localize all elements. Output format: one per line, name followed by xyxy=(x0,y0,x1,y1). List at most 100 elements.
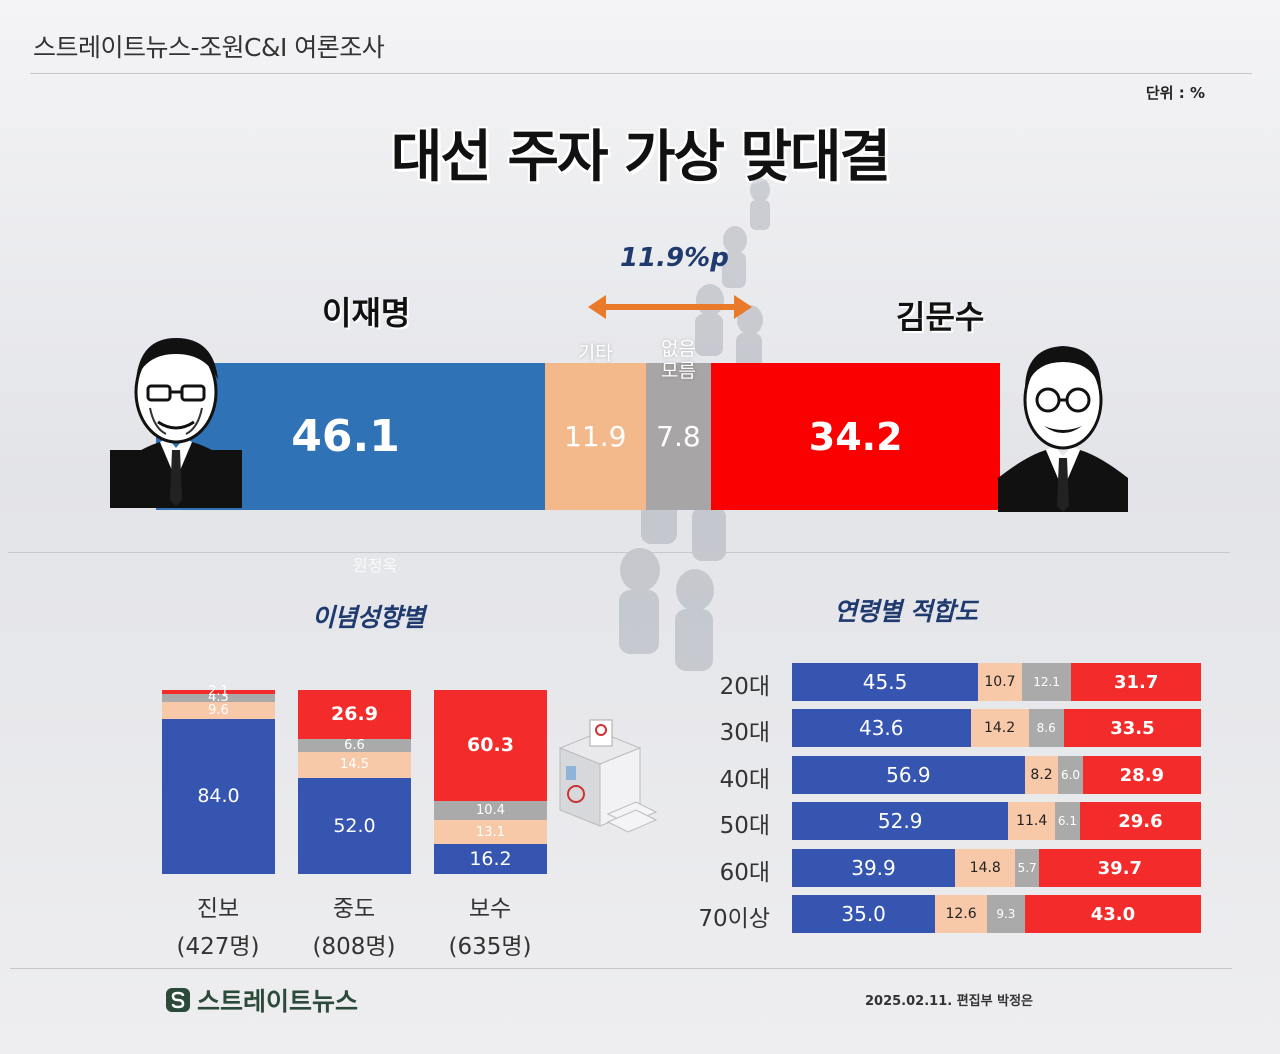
ideology-bar-lee: 16.2 xyxy=(434,844,547,874)
age-bar-other: 14.8 xyxy=(955,849,1016,887)
ideology-bar-label: 6.6 xyxy=(344,738,365,754)
ideology-category-name: 진보 xyxy=(196,896,240,922)
age-category-label: 60대 xyxy=(719,860,770,886)
ideology-bar-other: 13.1 xyxy=(434,820,547,845)
ideology-column-2: 52.0 14.5 6.6 26.9 xyxy=(298,690,411,874)
main-bar-unknown-label: 없음 모름 xyxy=(660,338,696,382)
ideology-bar-label: 26.9 xyxy=(331,703,378,726)
age-bar-other: 10.7 xyxy=(978,663,1022,701)
ideology-bar-lee: 84.0 xyxy=(162,719,275,874)
ideology-sample-size: (427명) xyxy=(176,934,260,960)
footer-logo: 스트레이트뉴스 xyxy=(165,982,358,1018)
age-bar-unknown: 12.1 xyxy=(1021,663,1072,701)
age-bar-label: 6.0 xyxy=(1060,768,1081,782)
age-bar-kim: 33.5 xyxy=(1063,709,1201,747)
age-bar-label: 10.7 xyxy=(984,674,1016,690)
age-bar-label: 31.7 xyxy=(1113,671,1159,693)
age-bar-label: 5.7 xyxy=(1017,861,1037,875)
age-bar-other: 8.2 xyxy=(1024,756,1059,794)
header-title: 스트레이트뉴스-조원C&I 여론조사 xyxy=(33,33,385,62)
age-bar-unknown: 9.3 xyxy=(986,895,1025,933)
ideology-bar-label: 10.4 xyxy=(476,803,505,818)
header-divider xyxy=(30,73,1252,74)
age-bar-label: 8.6 xyxy=(1036,721,1056,735)
age-bar-lee: 52.9 xyxy=(792,802,1009,840)
ideology-category-name: 중도 xyxy=(332,896,376,922)
ideology-bar-kim: 26.9 xyxy=(298,690,411,740)
ideology-column-3: 16.2 13.1 10.4 60.3 xyxy=(434,690,547,874)
age-chart-title: 연령별 적합도 xyxy=(834,597,978,626)
age-row: 56.9 8.2 6.0 28.9 xyxy=(792,756,1201,794)
ideology-bar-lee: 52.0 xyxy=(298,778,411,874)
age-bar-unknown: 6.1 xyxy=(1054,802,1080,840)
age-row: 35.0 12.6 9.3 43.0 xyxy=(792,895,1201,933)
ideology-bar-label: 13.1 xyxy=(476,824,505,840)
portrait-kim-icon xyxy=(998,346,1128,512)
age-bar-label: 43.0 xyxy=(1090,903,1136,925)
logo-text: 스트레이트뉴스 xyxy=(197,987,359,1016)
main-bar-other-label: 기타 xyxy=(577,342,613,364)
footer-credit: 2025.02.11. 편집부 박정은 xyxy=(865,994,1033,1009)
age-bar-label: 12.6 xyxy=(945,906,977,922)
age-bar-unknown: 6.0 xyxy=(1058,756,1083,794)
gap-label: 11.9%p xyxy=(620,243,729,273)
age-bar-label: 8.2 xyxy=(1030,767,1053,783)
age-bar-other: 12.6 xyxy=(935,895,987,933)
ideology-sample-size: (808명) xyxy=(312,934,396,960)
age-bar-kim: 43.0 xyxy=(1024,895,1201,933)
age-bar-kim: 29.6 xyxy=(1079,802,1201,840)
age-bar-label: 33.5 xyxy=(1110,717,1155,739)
main-bar-lee-value: 46.1 xyxy=(291,411,400,462)
age-bar-kim: 28.9 xyxy=(1082,756,1201,794)
ideology-bar-kim: 60.3 xyxy=(434,690,547,801)
age-bar-label: 56.9 xyxy=(886,763,931,787)
age-category-label: 70이상 xyxy=(698,906,770,932)
main-bar-unknown-value: 7.8 xyxy=(656,420,701,453)
main-title: 대선 주자 가상 맞대결 xyxy=(390,125,891,190)
ideology-bar-label: 14.5 xyxy=(340,757,369,773)
age-bar-label: 29.6 xyxy=(1118,810,1163,832)
age-category-label: 20대 xyxy=(719,674,770,700)
ideology-bar-unknown: 4.3 xyxy=(162,690,275,706)
age-row: 45.5 10.7 12.1 31.7 xyxy=(792,663,1201,701)
age-bar-label: 9.3 xyxy=(996,907,1016,921)
age-bar-label: 14.2 xyxy=(983,720,1016,736)
ideology-category-label: 중도 (808명) xyxy=(284,890,424,966)
age-bar-kim: 39.7 xyxy=(1038,849,1201,887)
age-bar-label: 52.9 xyxy=(877,809,923,833)
unit-label: 단위 : % xyxy=(1145,84,1205,102)
ideology-bar-label: 52.0 xyxy=(333,814,376,837)
ideology-column-1: 84.0 9.6 4.3 2.1 xyxy=(162,685,275,874)
main-bar-kim: 34.2 xyxy=(711,363,1000,510)
watermark-text: 원정욱 xyxy=(353,556,398,575)
age-row: 52.9 11.4 6.1 29.6 xyxy=(792,802,1201,840)
age-bar-lee: 39.9 xyxy=(792,849,956,887)
age-bar-label: 14.8 xyxy=(969,860,1001,876)
age-category-label: 40대 xyxy=(719,767,770,793)
age-category-label: 30대 xyxy=(719,720,770,746)
ideology-bar-label: 4.3 xyxy=(208,690,229,706)
ideology-bar-label: 16.2 xyxy=(469,847,512,870)
footer-divider xyxy=(10,968,1232,969)
candidate-name-lee: 이재명 xyxy=(322,294,411,332)
ideology-bar-kim: 2.1 xyxy=(162,685,275,698)
age-bar-label: 28.9 xyxy=(1119,764,1165,786)
age-bar-kim: 31.7 xyxy=(1071,663,1201,701)
ideology-bar-other: 14.5 xyxy=(298,751,411,779)
age-bar-other: 14.2 xyxy=(970,709,1029,747)
age-bar-label: 6.1 xyxy=(1057,814,1077,828)
ideology-bar-label: 60.3 xyxy=(467,733,514,756)
ideology-category-label: 진보 (427명) xyxy=(148,890,288,966)
age-bar-lee: 45.5 xyxy=(792,663,979,701)
age-bar-other: 11.4 xyxy=(1008,802,1055,840)
age-bar-label: 45.5 xyxy=(862,670,908,694)
age-bar-label: 43.6 xyxy=(858,716,904,740)
age-bar-lee: 56.9 xyxy=(792,756,1025,794)
ideology-bar-unknown: 6.6 xyxy=(298,738,411,754)
main-bar-kim-value: 34.2 xyxy=(808,414,903,459)
section-divider xyxy=(8,552,1230,553)
ideology-chart-title: 이념성향별 xyxy=(312,603,425,632)
ideology-bar-label: 2.1 xyxy=(208,684,229,700)
age-row: 39.9 14.8 5.7 39.7 xyxy=(792,849,1201,887)
main-bar-other-value: 11.9 xyxy=(564,420,627,453)
